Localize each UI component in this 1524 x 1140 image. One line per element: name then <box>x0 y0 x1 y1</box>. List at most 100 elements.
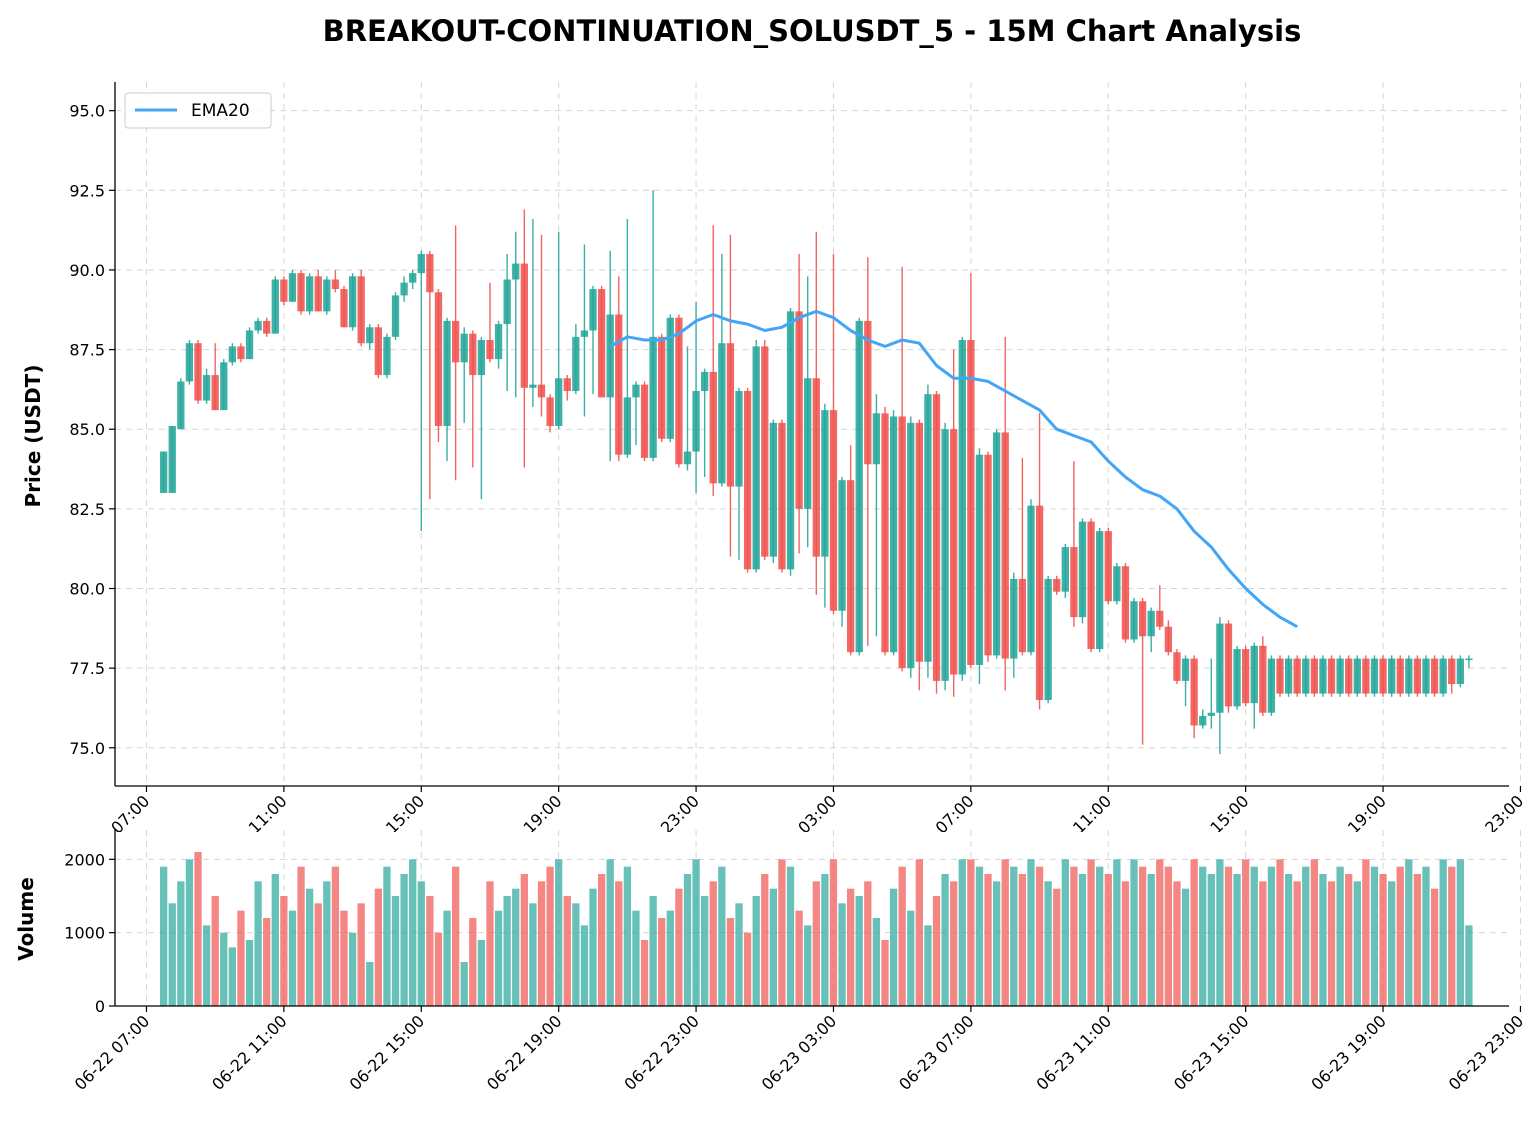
candle-144 <box>1396 655 1404 697</box>
x-tick-label-4: 06-22 23:00 <box>620 1011 703 1094</box>
candle-body-92 <box>950 429 958 675</box>
candle-49 <box>580 244 589 417</box>
volume-y-axis-label: Volume <box>14 877 38 961</box>
candle-90 <box>932 390 941 694</box>
volume-panel: 0 1000 2000 06-22 07:00 06-22 11:00 06-22 15… <box>14 830 1524 1094</box>
candle-body-19 <box>323 279 331 312</box>
candle-body-149 <box>1439 658 1447 694</box>
candle-body-75 <box>804 378 812 509</box>
candle-67 <box>735 387 743 560</box>
candle-body-34 <box>451 320 460 363</box>
candle-53 <box>615 276 623 462</box>
candle-body-82 <box>864 320 872 465</box>
volume-bar-35 <box>460 962 468 1006</box>
volume-bar-67 <box>735 903 743 1006</box>
candle-79 <box>838 477 846 627</box>
candle-body-123 <box>1216 623 1224 713</box>
candle-body-70 <box>761 346 769 557</box>
candle-body-150 <box>1448 658 1456 685</box>
volume-bar-36 <box>469 918 477 1006</box>
volume-bar-50 <box>589 888 597 1006</box>
candle-43 <box>529 218 537 407</box>
volume-bar-92 <box>950 881 958 1006</box>
candle-96 <box>984 451 992 662</box>
volume-bar-28 <box>400 874 408 1006</box>
candle-body-148 <box>1430 658 1439 694</box>
candle-body-66 <box>726 343 735 487</box>
volume-bar-89 <box>924 925 932 1006</box>
candle-body-52 <box>606 314 614 398</box>
candle-body-109 <box>1096 531 1104 650</box>
candle-body-43 <box>529 384 537 388</box>
candle-body-67 <box>735 390 743 487</box>
volume-bar-10 <box>245 940 254 1006</box>
volume-bar-81 <box>855 896 863 1006</box>
candle-58 <box>658 333 666 442</box>
volume-bar-113 <box>1130 859 1138 1006</box>
x-tick-label-6: 06-23 07:00 <box>895 1011 978 1094</box>
candle-body-134 <box>1310 658 1319 694</box>
candle-28 <box>400 276 408 302</box>
candle-body-144 <box>1396 658 1404 694</box>
candle-body-45 <box>546 397 554 427</box>
volume-bar-31 <box>426 896 434 1006</box>
candle-body-145 <box>1405 658 1413 694</box>
candle-121 <box>1199 709 1207 729</box>
volume-bar-49 <box>580 925 589 1006</box>
candle-89 <box>924 384 932 678</box>
volume-bar-85 <box>889 888 898 1006</box>
candle-1 <box>168 426 176 493</box>
volume-bar-152 <box>1465 925 1473 1006</box>
volume-bar-55 <box>632 910 640 1006</box>
candle-body-16 <box>297 273 305 312</box>
candle-111 <box>1113 563 1121 605</box>
volume-bar-131 <box>1284 874 1293 1006</box>
volume-bar-115 <box>1147 874 1155 1006</box>
candle-body-0 <box>160 451 168 493</box>
candle-0 <box>160 451 168 493</box>
candle-body-119 <box>1181 658 1190 681</box>
candle-104 <box>1053 575 1061 595</box>
volume-bar-93 <box>958 859 966 1006</box>
price-x-tick-label-10: 06-23 23:00 <box>1445 791 1524 874</box>
candle-33 <box>443 317 451 462</box>
volume-bar-112 <box>1121 881 1130 1006</box>
candle-body-115 <box>1147 610 1155 637</box>
volume-bar-151 <box>1456 859 1464 1006</box>
candle-body-86 <box>898 416 906 669</box>
candle-body-57 <box>649 336 657 458</box>
candle-112 <box>1121 563 1130 643</box>
candle-body-46 <box>555 378 563 427</box>
candle-body-121 <box>1199 715 1207 726</box>
candle-body-64 <box>709 371 717 484</box>
x-tick-label-5: 06-23 03:00 <box>758 1011 841 1094</box>
candle-64 <box>709 225 717 497</box>
price-x-tick-label-1: 06-22 11:00 <box>208 791 291 874</box>
price-y-tick-label-6: 90.0 <box>69 261 105 280</box>
candle-body-90 <box>932 394 941 681</box>
chart-title: BREAKOUT-CONTINUATION_SOLUSDT_5 - 15M Ch… <box>323 14 1302 48</box>
x-tick-label-1: 06-22 11:00 <box>208 1011 291 1094</box>
volume-bar-40 <box>503 896 511 1006</box>
candle-131 <box>1284 655 1293 697</box>
candle-27 <box>391 292 400 341</box>
candle-14 <box>280 276 288 305</box>
candle-81 <box>855 317 863 656</box>
candle-52 <box>606 250 614 462</box>
candle-101 <box>1027 499 1035 656</box>
candle-body-71 <box>769 422 778 557</box>
candle-68 <box>743 387 752 573</box>
candle-119 <box>1181 655 1190 707</box>
candle-21 <box>340 285 348 328</box>
candle-122 <box>1207 658 1215 729</box>
volume-bar-14 <box>280 896 288 1006</box>
volume-bar-126 <box>1242 859 1250 1006</box>
candle-body-99 <box>1010 578 1018 659</box>
price-x-tick-label-5: 06-23 03:00 <box>758 791 841 874</box>
candle-71 <box>769 419 778 564</box>
volume-bar-20 <box>331 866 340 1006</box>
candle-body-15 <box>288 273 297 302</box>
volume-bar-108 <box>1087 859 1095 1006</box>
volume-bar-34 <box>451 866 460 1006</box>
candle-44 <box>537 234 546 417</box>
